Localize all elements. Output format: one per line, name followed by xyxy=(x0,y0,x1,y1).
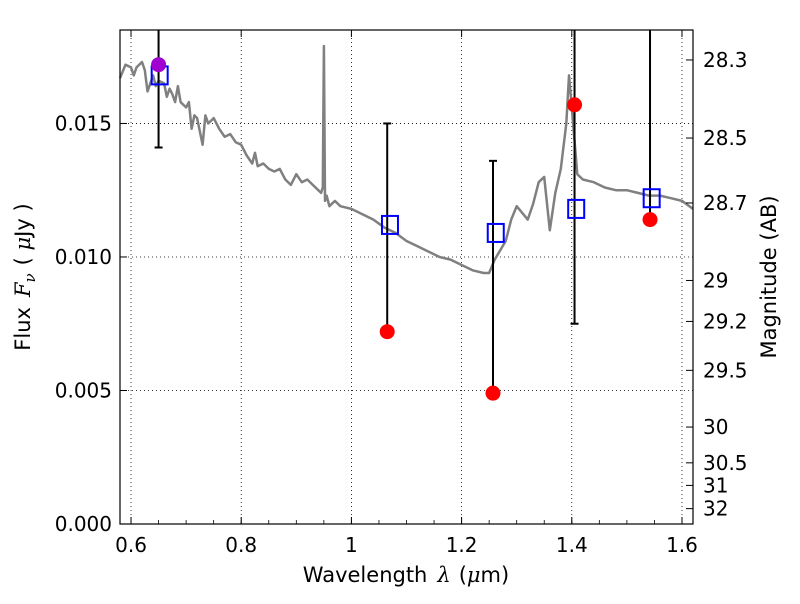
y2-tick-label: 30 xyxy=(703,415,728,439)
x-tick-label: 0.6 xyxy=(115,533,147,557)
y-tick-label: 0.010 xyxy=(55,245,112,269)
y-tick-label: 0.015 xyxy=(55,111,112,135)
bandpass-square-point xyxy=(486,222,505,243)
marker-layer xyxy=(150,57,661,401)
y2-tick-label: 32 xyxy=(703,497,728,521)
y2-tick-label: 28.3 xyxy=(703,48,748,72)
purple-data-point xyxy=(151,57,167,73)
red-data-point xyxy=(567,97,583,113)
bandpass-square-point xyxy=(567,198,586,219)
y2-tick-label: 28.7 xyxy=(703,191,748,215)
grid-lines xyxy=(120,30,693,524)
red-data-point xyxy=(642,212,658,228)
x-tick-label: 0.8 xyxy=(225,533,257,557)
x-tick-label: 1.6 xyxy=(666,533,698,557)
x-tick-label: 1.4 xyxy=(556,533,588,557)
y-tick-label: 0.005 xyxy=(55,378,112,402)
red-data-point xyxy=(379,324,395,340)
red-data-point xyxy=(485,385,501,401)
y2-tick-label: 31 xyxy=(703,473,728,497)
plot-frame xyxy=(119,29,694,525)
y-axis-label: FluxFν( μJy ) xyxy=(11,203,39,350)
y2-tick-label: 29.5 xyxy=(703,358,748,382)
bandpass-square-point xyxy=(642,188,661,209)
y2-tick-label: 29.2 xyxy=(703,309,748,333)
x-axis-label: Wavelength λ (μm) xyxy=(303,563,509,587)
y-axis-ticks: 0.000 0.005 0.010 0.015 xyxy=(55,111,127,536)
x-axis-ticks: 0.6 0.8 1 1.2 1.4 1.6 xyxy=(115,30,698,557)
y-tick-label: 0.000 xyxy=(55,512,112,536)
y2-tick-label: 30.5 xyxy=(703,451,748,475)
x-tick-label: 1 xyxy=(345,533,358,557)
bandpass-square-point xyxy=(380,214,399,235)
y2-tick-label: 29 xyxy=(703,268,728,292)
spectrum-line xyxy=(118,44,694,275)
model-spectrum-layer xyxy=(118,44,694,275)
y2-axis-label: Magnitude (AB) xyxy=(757,195,781,358)
error-bar-layer xyxy=(154,30,655,395)
x-tick-label: 1.2 xyxy=(446,533,478,557)
y2-tick-label: 28.5 xyxy=(703,126,748,150)
